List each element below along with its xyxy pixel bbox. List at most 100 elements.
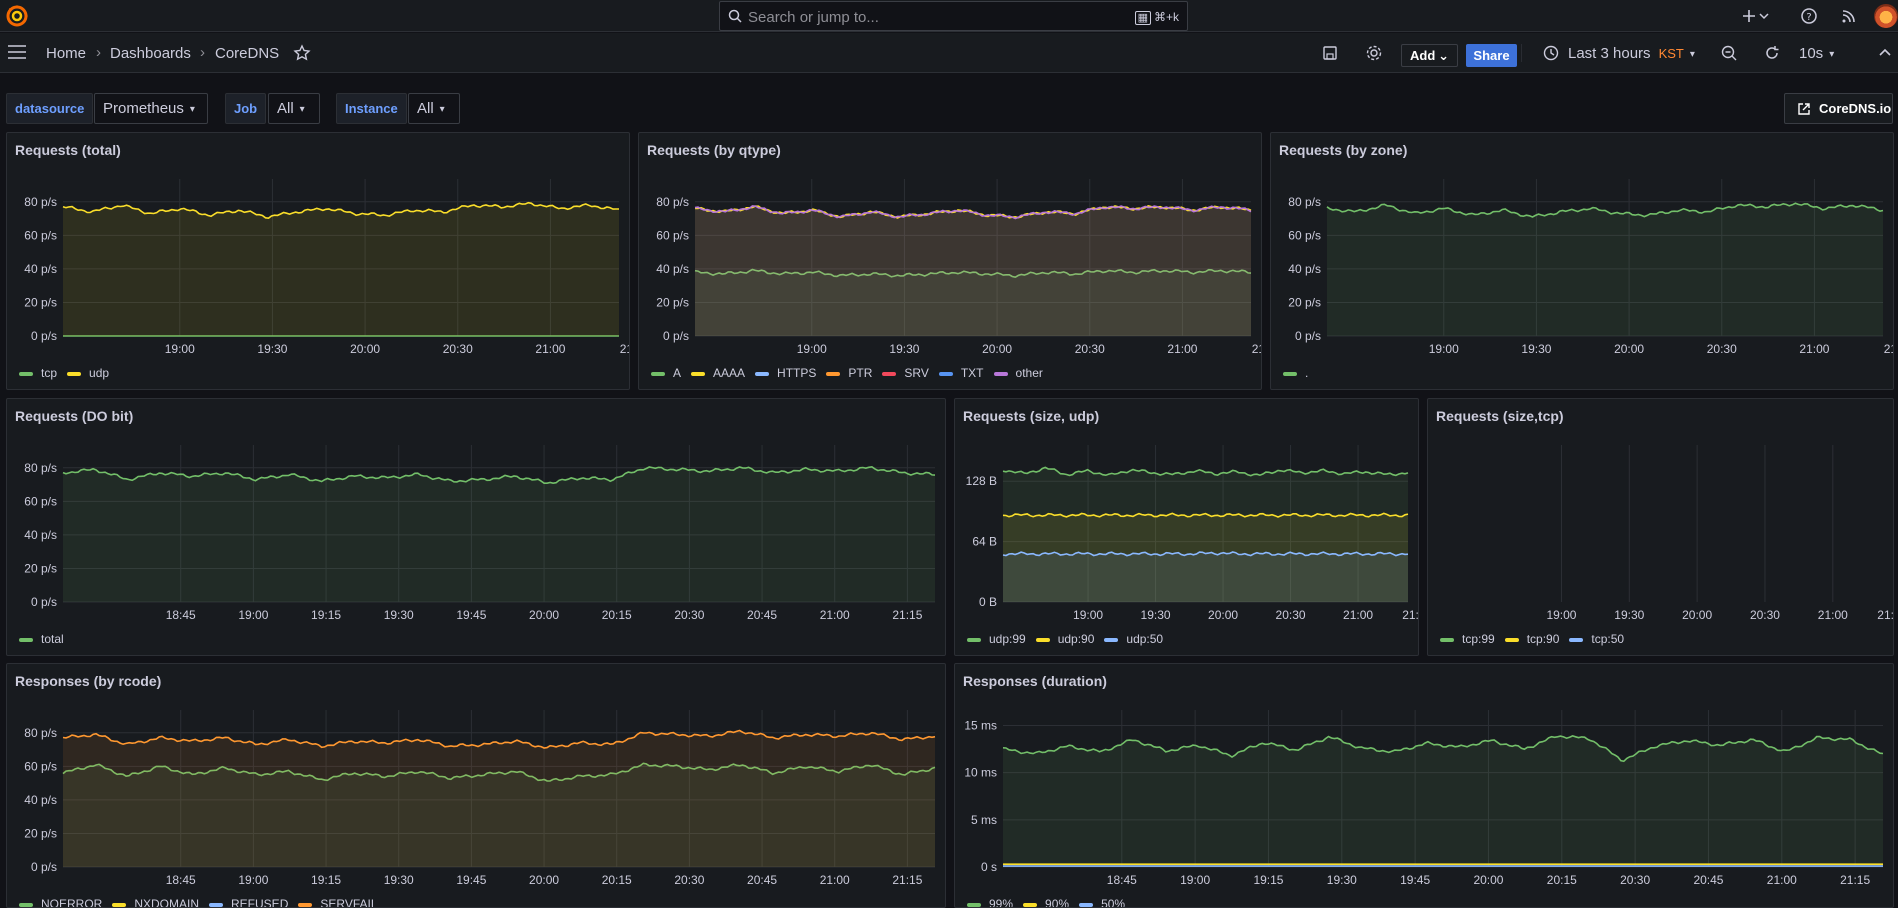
y-tick-label: 10 ms xyxy=(964,766,997,780)
user-avatar[interactable] xyxy=(1874,4,1898,28)
time-range-picker[interactable]: Last 3 hours KST ▾ xyxy=(1568,45,1695,62)
legend-swatch xyxy=(19,637,33,642)
rss-icon[interactable] xyxy=(1840,7,1858,25)
legend-item[interactable]: HTTPS xyxy=(755,366,816,380)
legend-item[interactable]: SRV xyxy=(882,366,929,380)
gear-icon[interactable] xyxy=(1365,44,1383,62)
refresh-interval-picker[interactable]: 10s ▾ xyxy=(1799,45,1834,62)
legend-swatch xyxy=(1079,902,1094,907)
variable-select-datasource[interactable]: Prometheus ▾ xyxy=(94,93,208,124)
share-button[interactable]: Share xyxy=(1466,44,1517,67)
coredns-link-label: CoreDNS.io xyxy=(1819,101,1892,116)
x-tick-label: 20:30 xyxy=(674,873,704,887)
legend-item[interactable]: tcp:99 xyxy=(1440,632,1495,646)
legend-item[interactable]: PTR xyxy=(826,366,872,380)
legend-item[interactable]: . xyxy=(1283,366,1308,380)
variable-select-instance[interactable]: All ▾ xyxy=(408,93,460,124)
x-tick-label: 18:45 xyxy=(166,873,196,887)
x-tick-label: 20:30 xyxy=(674,608,704,622)
panel-responses-by-rcode[interactable]: Responses (by rcode) 0 p/s 20 p/s 40 p/s 60 … xyxy=(6,663,946,908)
x-tick-label: 21:3 xyxy=(1884,342,1894,356)
y-tick-label: 20 p/s xyxy=(24,295,57,309)
panel-requests-total[interactable]: Requests (total) 0 p/s 20 p/s 40 p/s 60 p/s 8… xyxy=(6,132,630,390)
search-shortcut: ▦ ⌘+k xyxy=(1134,10,1179,25)
legend-label: REFUSED xyxy=(231,897,289,908)
series-line xyxy=(694,268,1252,279)
legend-label: udp:50 xyxy=(1126,632,1164,646)
legend-label: udp xyxy=(89,366,110,380)
variable-select-job[interactable]: All ▾ xyxy=(268,93,320,124)
x-tick-label: 21:00 xyxy=(1767,873,1797,887)
legend: A AAAA HTTPS PTR SRV TXT other xyxy=(651,366,1053,380)
legend-item[interactable]: 50% xyxy=(1079,897,1125,907)
x-tick-label: 20:30 xyxy=(1620,873,1650,887)
panel-responses-duration[interactable]: Responses (duration) 0 s 5 ms 10 ms 15 ms 18:… xyxy=(954,663,1894,908)
series-area xyxy=(1327,203,1883,336)
x-tick-label: 21:3 xyxy=(1877,608,1894,622)
breadcrumb-home[interactable]: Home xyxy=(46,45,87,62)
zoom-out-icon[interactable] xyxy=(1720,44,1738,62)
x-tick-label: 20:00 xyxy=(350,342,380,356)
panel-requests-do-bit[interactable]: Requests (DO bit) 0 p/s 20 p/s 40 p/s 60 p/s… xyxy=(6,398,946,656)
chart-requests-size-udp: 0 B 64 B 128 B 19:00 19:30 20:00 20:30 21:00 21:… xyxy=(966,445,1418,622)
legend-item[interactable]: A xyxy=(651,366,681,380)
search-bar[interactable]: Search or jump to... ▦ ⌘+k xyxy=(719,1,1188,31)
star-icon[interactable] xyxy=(293,44,311,62)
y-tick-label: 0 p/s xyxy=(31,860,57,874)
chevron-down-icon: ▾ xyxy=(1829,48,1835,60)
legend-item[interactable]: SERVFAIL xyxy=(298,897,378,907)
add-button[interactable]: Add ⌄ xyxy=(1401,44,1458,67)
help-icon[interactable]: ? xyxy=(1800,7,1818,25)
x-tick-label: 20:45 xyxy=(1693,873,1723,887)
plus-icon[interactable] xyxy=(1740,7,1758,25)
y-tick-label: 80 p/s xyxy=(24,726,57,740)
legend-item[interactable]: TXT xyxy=(938,366,984,380)
panel-title: Responses (duration) xyxy=(963,673,1107,689)
x-tick-label: 20:45 xyxy=(747,608,777,622)
search-shortcut-keys: ⌘+k xyxy=(1153,10,1179,24)
keyboard-icon: ▦ xyxy=(1134,11,1151,25)
legend-label: TXT xyxy=(960,366,984,380)
x-tick-label: 19:00 xyxy=(1429,342,1459,356)
series-area xyxy=(1003,513,1408,602)
legend-label: 90% xyxy=(1045,897,1070,908)
y-tick-label: 0 p/s xyxy=(31,329,57,343)
legend-item[interactable]: udp:99 xyxy=(967,632,1026,646)
legend-item[interactable]: udp xyxy=(67,366,109,380)
series-area xyxy=(695,205,1251,336)
x-tick-label: 19:00 xyxy=(165,342,195,356)
panel-requests-size-tcp[interactable]: Requests (size,tcp) 19:00 19:30 20:00 20:30 2… xyxy=(1427,398,1894,656)
legend-item[interactable]: tcp xyxy=(19,366,57,380)
y-tick-label: 40 p/s xyxy=(24,262,57,276)
refresh-icon[interactable] xyxy=(1763,44,1781,62)
legend-item[interactable]: other xyxy=(993,366,1043,380)
search-placeholder: Search or jump to... xyxy=(748,9,879,26)
legend-item[interactable]: REFUSED xyxy=(209,897,289,908)
legend-item[interactable]: tcp:90 xyxy=(1504,632,1559,646)
panel-requests-by-zone[interactable]: Requests (by zone) 0 p/s 20 p/s 40 p/s 60 p/… xyxy=(1270,132,1894,390)
x-tick-label: 20:15 xyxy=(1547,873,1577,887)
y-tick-label: 0 p/s xyxy=(31,595,57,609)
legend-item[interactable]: tcp:50 xyxy=(1569,632,1624,646)
legend-item[interactable]: 99% xyxy=(967,897,1013,907)
legend: NOERROR NXDOMAIN REFUSED SERVFAIL xyxy=(19,897,388,908)
save-icon[interactable] xyxy=(1321,44,1339,62)
breadcrumb-dashboards[interactable]: Dashboards xyxy=(110,45,191,62)
legend-item[interactable]: AAAA xyxy=(691,366,745,380)
y-tick-label: 80 p/s xyxy=(24,195,57,209)
legend-item[interactable]: total xyxy=(19,632,64,646)
legend-item[interactable]: udp:90 xyxy=(1035,632,1094,646)
legend-label: AAAA xyxy=(713,366,746,380)
legend-item[interactable]: NXDOMAIN xyxy=(112,897,199,907)
chevron-down-icon[interactable] xyxy=(1758,7,1770,25)
grafana-logo-icon[interactable] xyxy=(6,5,28,27)
y-tick-label: 40 p/s xyxy=(24,528,57,542)
legend-item[interactable]: udp:50 xyxy=(1104,632,1163,646)
legend-item[interactable]: NOERROR xyxy=(19,897,102,907)
coredns-link-button[interactable]: CoreDNS.io xyxy=(1784,93,1893,124)
menu-icon[interactable] xyxy=(8,45,26,59)
legend-item[interactable]: 90% xyxy=(1023,897,1070,908)
panel-requests-by-qtype[interactable]: Requests (by qtype) 0 p/s 20 p/s 40 p/s 60 p… xyxy=(638,132,1262,390)
panel-requests-size-udp[interactable]: Requests (size, udp) 0 B 64 B 128 B 19:00 19:… xyxy=(954,398,1419,656)
chevron-up-icon[interactable] xyxy=(1876,44,1894,62)
